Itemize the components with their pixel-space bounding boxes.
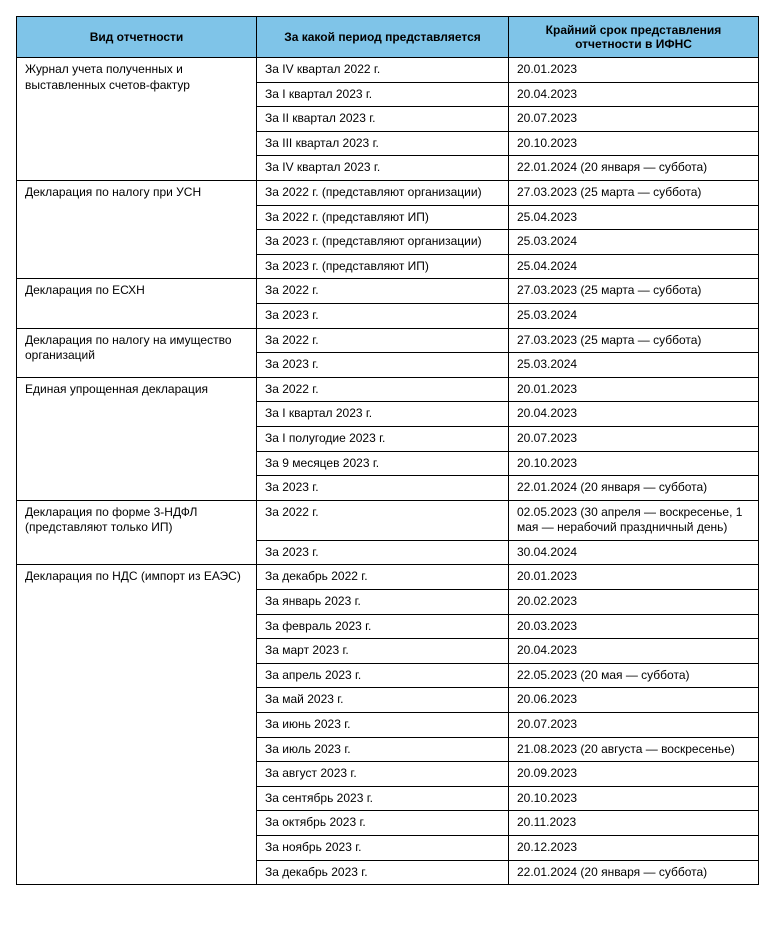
report-type-cell: Единая упрощенная декларация xyxy=(17,377,257,500)
header-col-2: За какой период представляется xyxy=(257,17,509,58)
table-row: Декларация по ЕСХНЗа 2022 г.27.03.2023 (… xyxy=(17,279,759,304)
period-cell: За 2023 г. (представляют организации) xyxy=(257,230,509,255)
table-row: Декларация по налогу при УСНЗа 2022 г. (… xyxy=(17,180,759,205)
table-row: Декларация по НДС (импорт из ЕАЭС)За дек… xyxy=(17,565,759,590)
deadline-cell: 20.11.2023 xyxy=(509,811,759,836)
period-cell: За 2022 г. (представляют организации) xyxy=(257,180,509,205)
period-cell: За II квартал 2023 г. xyxy=(257,107,509,132)
deadline-cell: 30.04.2024 xyxy=(509,540,759,565)
period-cell: За 2022 г. xyxy=(257,328,509,353)
deadline-cell: 20.07.2023 xyxy=(509,713,759,738)
table-row: Единая упрощенная декларацияЗа 2022 г.20… xyxy=(17,377,759,402)
period-cell: За IV квартал 2022 г. xyxy=(257,58,509,83)
period-cell: За октябрь 2023 г. xyxy=(257,811,509,836)
deadline-cell: 20.03.2023 xyxy=(509,614,759,639)
period-cell: За 2023 г. xyxy=(257,476,509,501)
period-cell: За январь 2023 г. xyxy=(257,590,509,615)
header-col-1: Вид отчетности xyxy=(17,17,257,58)
deadline-cell: 25.04.2024 xyxy=(509,254,759,279)
period-cell: За 2023 г. xyxy=(257,353,509,378)
deadline-cell: 25.03.2024 xyxy=(509,303,759,328)
report-type-cell: Декларация по ЕСХН xyxy=(17,279,257,328)
deadline-cell: 20.01.2023 xyxy=(509,377,759,402)
deadline-cell: 20.06.2023 xyxy=(509,688,759,713)
table-row: Декларация по форме 3-НДФЛ (представляют… xyxy=(17,500,759,540)
deadline-cell: 25.04.2023 xyxy=(509,205,759,230)
deadline-cell: 20.01.2023 xyxy=(509,58,759,83)
deadline-cell: 20.09.2023 xyxy=(509,762,759,787)
table-body: Журнал учета полученных и выставленных с… xyxy=(17,58,759,885)
period-cell: За 2022 г. (представляют ИП) xyxy=(257,205,509,230)
period-cell: За март 2023 г. xyxy=(257,639,509,664)
period-cell: За сентябрь 2023 г. xyxy=(257,786,509,811)
deadline-cell: 20.04.2023 xyxy=(509,82,759,107)
report-type-cell: Декларация по форме 3-НДФЛ (представляют… xyxy=(17,500,257,565)
period-cell: За декабрь 2022 г. xyxy=(257,565,509,590)
period-cell: За 2022 г. xyxy=(257,279,509,304)
report-type-cell: Декларация по налогу при УСН xyxy=(17,180,257,278)
deadline-cell: 22.01.2024 (20 января — суббота) xyxy=(509,156,759,181)
period-cell: За ноябрь 2023 г. xyxy=(257,836,509,861)
deadline-cell: 27.03.2023 (25 марта — суббота) xyxy=(509,328,759,353)
period-cell: За 2022 г. xyxy=(257,377,509,402)
deadline-cell: 20.02.2023 xyxy=(509,590,759,615)
deadline-cell: 20.10.2023 xyxy=(509,786,759,811)
period-cell: За июнь 2023 г. xyxy=(257,713,509,738)
period-cell: За 2023 г. (представляют ИП) xyxy=(257,254,509,279)
report-type-cell: Декларация по НДС (импорт из ЕАЭС) xyxy=(17,565,257,885)
period-cell: За август 2023 г. xyxy=(257,762,509,787)
table-row: Журнал учета полученных и выставленных с… xyxy=(17,58,759,83)
period-cell: За I полугодие 2023 г. xyxy=(257,426,509,451)
report-type-cell: Журнал учета полученных и выставленных с… xyxy=(17,58,257,181)
deadline-cell: 20.07.2023 xyxy=(509,426,759,451)
period-cell: За декабрь 2023 г. xyxy=(257,860,509,885)
period-cell: За май 2023 г. xyxy=(257,688,509,713)
period-cell: За 2023 г. xyxy=(257,540,509,565)
table-header: Вид отчетности За какой период представл… xyxy=(17,17,759,58)
deadline-cell: 22.05.2023 (20 мая — суббота) xyxy=(509,663,759,688)
deadline-cell: 20.04.2023 xyxy=(509,639,759,664)
deadline-cell: 21.08.2023 (20 августа — воскресенье) xyxy=(509,737,759,762)
period-cell: За 2022 г. xyxy=(257,500,509,540)
header-col-3: Крайний срок представления отчетности в … xyxy=(509,17,759,58)
deadline-cell: 20.01.2023 xyxy=(509,565,759,590)
period-cell: За июль 2023 г. xyxy=(257,737,509,762)
deadline-cell: 20.10.2023 xyxy=(509,451,759,476)
report-type-cell: Декларация по налогу на имущество органи… xyxy=(17,328,257,377)
deadline-cell: 27.03.2023 (25 марта — суббота) xyxy=(509,279,759,304)
period-cell: За апрель 2023 г. xyxy=(257,663,509,688)
deadline-cell: 20.12.2023 xyxy=(509,836,759,861)
deadline-cell: 02.05.2023 (30 апреля — воскресенье, 1 м… xyxy=(509,500,759,540)
period-cell: За I квартал 2023 г. xyxy=(257,82,509,107)
period-cell: За 2023 г. xyxy=(257,303,509,328)
deadline-cell: 22.01.2024 (20 января — суббота) xyxy=(509,860,759,885)
deadline-cell: 25.03.2024 xyxy=(509,353,759,378)
period-cell: За 9 месяцев 2023 г. xyxy=(257,451,509,476)
deadline-cell: 22.01.2024 (20 января — суббота) xyxy=(509,476,759,501)
deadline-cell: 20.04.2023 xyxy=(509,402,759,427)
deadline-cell: 25.03.2024 xyxy=(509,230,759,255)
period-cell: За III квартал 2023 г. xyxy=(257,131,509,156)
deadline-cell: 20.07.2023 xyxy=(509,107,759,132)
period-cell: За IV квартал 2023 г. xyxy=(257,156,509,181)
report-table: Вид отчетности За какой период представл… xyxy=(16,16,759,885)
deadline-cell: 27.03.2023 (25 марта — суббота) xyxy=(509,180,759,205)
period-cell: За I квартал 2023 г. xyxy=(257,402,509,427)
period-cell: За февраль 2023 г. xyxy=(257,614,509,639)
table-row: Декларация по налогу на имущество органи… xyxy=(17,328,759,353)
deadline-cell: 20.10.2023 xyxy=(509,131,759,156)
